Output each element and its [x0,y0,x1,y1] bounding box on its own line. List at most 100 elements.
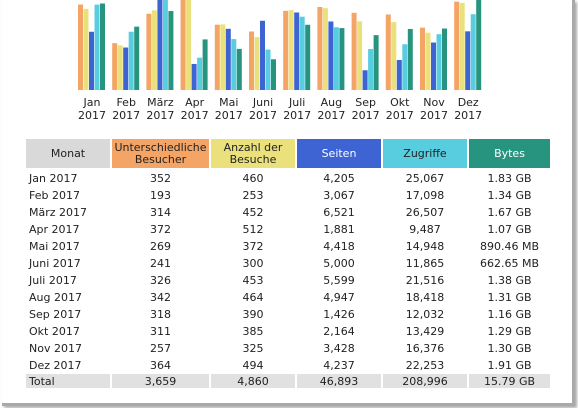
bar-unique-visitors [146,13,152,91]
cell-hits: 17,098 [405,189,445,202]
cell-visits: 512 [242,223,264,236]
bar-hits [299,16,305,90]
cell-month: Aug 2017 [29,291,82,304]
cell-visits: 372 [242,240,264,253]
bar-hits [470,14,476,90]
cell-unique-visitors: 241 [150,257,171,270]
x-tick-label-month: Sep [355,96,376,109]
total-label: Total [26,374,110,388]
cell-month: Juli 2017 [29,274,77,287]
x-tick-label-year: 2017 [215,109,243,122]
x-tick-label-month: Aug [321,96,342,109]
table-row: März 2017 314 452 6,521 26,507 1.67 GB [26,204,550,221]
cell-unique-visitors: 314 [150,206,171,219]
cell-bytes: 662.65 MB [479,257,540,270]
bar-hits [402,44,408,90]
bar-unique-visitors [420,27,425,90]
x-tick-label-month: Dez [458,96,479,109]
cell-visits: 453 [242,274,264,287]
bar-visits [83,8,89,90]
cell-month: Jan 2017 [29,172,78,185]
cell-hits: 25,067 [405,172,445,185]
cell-pages: 4,947 [323,291,355,304]
cell-hits: 21,516 [405,274,445,287]
x-tick-label-year: 2017 [352,109,380,122]
x-tick-label-year: 2017 [454,109,482,122]
bar-unique-visitors [180,0,186,91]
cell-unique-visitors: 257 [150,342,171,355]
x-tick-label-year: 2017 [112,109,140,122]
bar-visits [357,21,363,90]
bar-bytes [236,48,242,90]
bar-visits [425,32,431,90]
col-header-unique-visitors: Unterschiedliche Besucher [112,139,209,168]
cell-pages: 4,418 [323,240,355,253]
bar-unique-visitors [351,12,357,90]
cell-bytes: 1.83 GB [487,172,532,185]
bar-pages [191,63,197,90]
cell-hits: 26,507 [405,206,445,219]
bar-pages [260,20,265,90]
bar-bytes [373,35,379,90]
x-tick-label-month: März [147,96,174,109]
x-tick-label-month: Apr [185,96,205,109]
cell-hits: 22,253 [405,359,445,372]
bar-hits [197,57,203,90]
bar-hits [368,49,374,90]
bar-bytes [100,3,105,90]
cell-month: Mai 2017 [29,240,80,253]
col-header-hits-label: Zugriffe [403,146,447,160]
total-unique-visitors: 3,659 [112,374,209,388]
cell-month: Okt 2017 [29,325,80,338]
bar-visits [391,22,397,90]
bar-hits [231,39,237,90]
bar-hits [436,34,442,90]
monthly-stats-table: Monat Unterschiedliche Besucher Anzahl de… [24,139,552,388]
total-row: Total 3,659 4,860 46,893 208,996 15.79 G… [26,374,550,388]
table-row: Juni 2017 241 300 5,000 11,865 662.65 MB [26,255,550,272]
bar-visits [288,10,294,90]
cell-bytes: 890.46 MB [479,240,540,253]
bar-visits [151,10,157,91]
cell-pages: 5,000 [323,257,355,270]
table-row: Dez 2017 364 494 4,237 22,253 1.91 GB [26,357,550,374]
cell-pages: 5,599 [323,274,355,287]
x-tick-label-month: Juni [252,96,273,109]
cell-visits: 253 [242,189,264,202]
bar-visits [254,37,260,90]
table-row: Juli 2017 326 453 5,599 21,516 1.38 GB [26,272,550,289]
bar-bytes [442,28,447,90]
cell-hits: 16,376 [405,342,445,355]
bar-bytes [168,11,174,90]
col-header-line1: Anzahl der [223,140,283,154]
col-header-bytes: Bytes [469,139,550,168]
table-row: Okt 2017 311 385 2,164 13,429 1.29 GB [26,323,550,340]
x-tick-label-month: Feb [116,96,135,109]
cell-hits: 9,487 [409,223,441,236]
cell-unique-visitors: 269 [150,240,171,253]
cell-bytes: 1.16 GB [487,308,532,321]
cell-month: Dez 2017 [29,359,82,372]
cell-bytes: 1.07 GB [487,223,532,236]
x-tick-label-year: 2017 [146,109,174,122]
x-tick-label-month: Mai [219,96,238,109]
bar-unique-visitors [249,31,254,91]
bar-unique-visitors [454,1,460,90]
cell-bytes: 1.31 GB [487,291,532,304]
cell-visits: 464 [242,291,264,304]
col-header-line2: Besuche [229,152,277,166]
x-tick-label-month: Okt [390,96,410,109]
cell-bytes: 1.30 GB [487,342,532,355]
bar-unique-visitors [112,43,118,90]
col-header-line2: Besucher [134,152,187,166]
total-pages: 46,893 [297,374,381,388]
bar-pages [157,0,163,91]
cell-unique-visitors: 372 [150,223,171,236]
bar-unique-visitors [385,14,391,91]
col-header-line1: Unterschiedliche [114,140,207,154]
bar-pages [465,31,471,90]
bar-pages [225,28,231,90]
cell-bytes: 1.38 GB [487,274,532,287]
cell-unique-visitors: 193 [150,189,171,202]
bar-pages [396,60,402,90]
